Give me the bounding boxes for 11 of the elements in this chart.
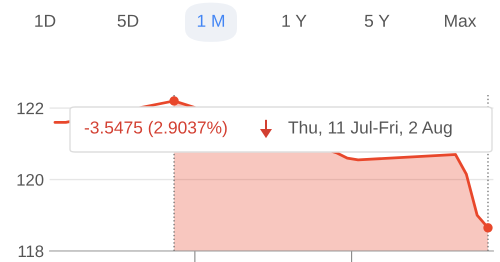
text: 1D	[35, 14, 56, 27]
text: 1 Y	[282, 14, 306, 27]
annotation: Thu, 11 Jul-Fri, 2 Aug	[288, 120, 452, 138]
text: 1 M	[198, 14, 224, 27]
text: Max	[445, 14, 476, 27]
y-tick-label: 122	[18, 102, 44, 114]
y-tick-label: 118	[18, 245, 44, 258]
text: 5D	[118, 14, 138, 27]
text: 5 Y	[364, 14, 390, 27]
y-tick-label: 120	[18, 174, 44, 186]
annotation: -3.5475 (2.9037%)	[84, 120, 227, 138]
